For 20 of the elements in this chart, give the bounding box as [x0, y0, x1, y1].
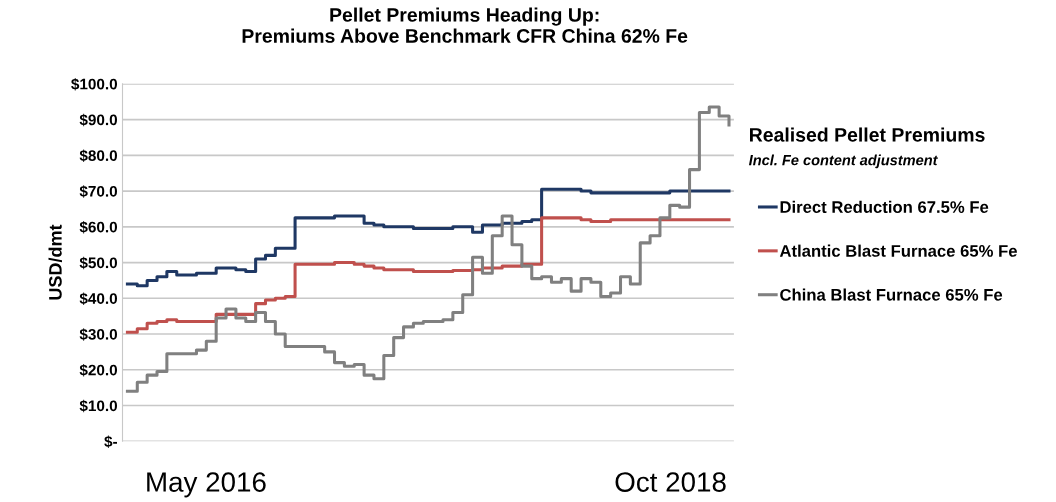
y-tick-label: $20.0	[79, 363, 118, 377]
y-tick-label: $10.0	[79, 399, 118, 413]
y-tick-label: $50.0	[79, 256, 118, 270]
y-axis-title: USD/dmt	[48, 224, 62, 300]
y-tick-label: $30.0	[79, 328, 118, 341]
y-tick-label: $90.0	[79, 113, 118, 127]
legend-title: Realised Pellet Premiums	[750, 127, 985, 142]
y-tick-label: $40.0	[79, 292, 118, 305]
y-tick-label: $-	[104, 435, 118, 448]
y-tick-label: $100.0	[71, 78, 118, 91]
legend-label: Atlantic Blast Furnace 65% Fe	[779, 244, 1017, 257]
y-tick-label: $60.0	[79, 221, 118, 234]
legend-label: China Blast Furnace 65% Fe	[780, 288, 1003, 301]
text: May 2016	[147, 472, 266, 498]
text: Incl. Fe content adjustment	[748, 154, 938, 169]
text: Oct 2018	[615, 472, 726, 492]
y-tick-label: $70.0	[79, 185, 118, 198]
chart-title: Pellet Premiums Heading Up: Premiums Above Benchmark CFR China 62% Fe	[242, 7, 688, 43]
legend-label: Direct Reduction 67.5% Fe	[780, 200, 989, 213]
y-tick-label: $80.0	[79, 149, 118, 162]
